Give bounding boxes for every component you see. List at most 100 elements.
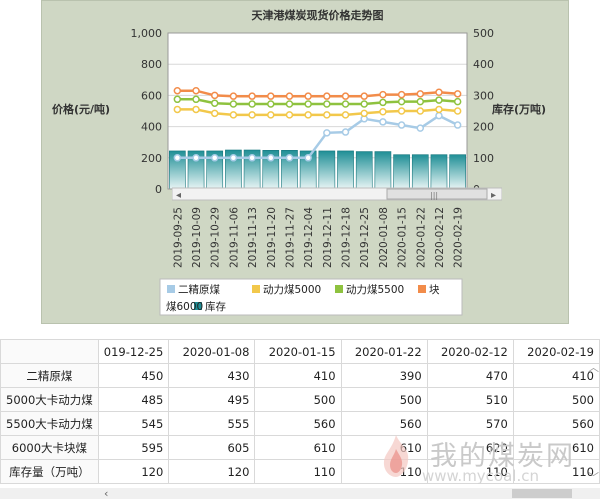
table-cell: 120	[97, 459, 170, 484]
series-point	[229, 100, 238, 108]
chart-title: 天津港煤炭现货价格走势图	[252, 8, 384, 22]
x-tick-label: 2019-12-25	[359, 207, 371, 268]
series-line	[177, 114, 459, 160]
svg-text:◂: ◂	[176, 190, 181, 201]
series-point	[360, 109, 368, 118]
series-point	[453, 107, 462, 115]
series-point	[192, 105, 200, 114]
x-tick-label: 2019-09-25	[172, 207, 184, 268]
series-point	[323, 92, 331, 100]
series-point	[397, 97, 406, 106]
series-point	[360, 92, 368, 100]
series-point	[285, 154, 294, 162]
chart-panel: 02004006008001,0000100200300400500天津港煤炭现…	[41, 0, 569, 324]
series-point	[192, 86, 200, 95]
right-tick-label: 100	[473, 152, 494, 165]
table-cell: 485	[97, 387, 170, 412]
series-point	[192, 95, 200, 104]
scroll-up-icon[interactable]: ︿	[588, 361, 599, 374]
x-tick-label: 2020-02-19	[453, 207, 465, 268]
series-point	[360, 100, 368, 108]
column-header: 019-12-25	[97, 339, 170, 364]
row-label: 6000大卡块煤	[0, 435, 99, 460]
series-point	[323, 111, 331, 119]
table-cell: 620	[426, 435, 514, 460]
series-point	[435, 105, 443, 114]
table-cell: 595	[97, 435, 170, 460]
series-point	[416, 107, 425, 115]
series-point	[453, 90, 462, 98]
scroll-down-icon[interactable]: ﹀	[588, 471, 599, 484]
series-point	[229, 92, 238, 100]
x-tick-label: 2019-11-27	[284, 207, 296, 268]
inventory-bar	[430, 154, 448, 190]
series-point	[267, 111, 275, 119]
right-tick-label: 200	[473, 121, 494, 134]
x-tick-label: 2020-02-12	[434, 207, 446, 268]
series-point	[267, 100, 275, 108]
row-label: 5500大卡动力煤	[0, 411, 99, 436]
table-cell: 390	[340, 363, 428, 388]
left-tick-label: 400	[141, 121, 162, 134]
series-point	[397, 107, 406, 115]
series-point	[248, 100, 256, 108]
left-tick-label: 800	[141, 58, 162, 71]
table-cell: 110	[426, 459, 514, 484]
x-tick-label: 2019-12-04	[303, 207, 315, 268]
legend-label-wrap: 煤6000	[166, 300, 203, 313]
table-cell: 560	[254, 411, 342, 436]
table-row: 库存量（万吨） 120 120 110 110 110 110	[0, 459, 600, 484]
table-cell: 500	[340, 387, 428, 412]
series-line	[177, 108, 458, 117]
chart-horizontal-scrollbar[interactable]: ◂ ▸ |||	[172, 187, 502, 201]
series-point	[248, 92, 256, 100]
table-cell: 510	[426, 387, 514, 412]
column-header: 2020-02-12	[426, 339, 514, 364]
series-point	[173, 86, 182, 95]
scroll-left-icon[interactable]: ‹	[104, 487, 109, 500]
left-tick-label: 200	[141, 152, 162, 165]
table-cell: 610	[512, 435, 600, 460]
series-point	[435, 96, 443, 104]
table-cell: 110	[254, 459, 342, 484]
x-tick-label: 2019-12-18	[341, 207, 353, 268]
legend	[159, 278, 463, 316]
inventory-bar	[355, 151, 373, 190]
table-horizontal-scrollbar[interactable]: ‹	[0, 487, 600, 500]
series-point	[341, 92, 350, 100]
table-cell: 560	[340, 411, 428, 436]
series-point	[435, 88, 443, 97]
series-point	[397, 121, 406, 129]
x-tick-label: 2019-11-06	[228, 207, 240, 268]
series-point	[285, 100, 294, 108]
series-line	[177, 89, 458, 98]
series-point	[173, 105, 182, 114]
right-tick-label: 300	[473, 89, 494, 102]
left-tick-label: 0	[155, 183, 162, 196]
series-point	[416, 90, 425, 98]
table-cell: 120	[168, 459, 256, 484]
series-point	[323, 100, 331, 108]
table-cell: 450	[97, 363, 170, 388]
series-point	[229, 111, 238, 119]
right-tick-label: 500	[473, 27, 494, 40]
x-tick-label: 2019-10-09	[191, 207, 203, 268]
legend-swatch	[418, 285, 426, 293]
series-point	[379, 108, 387, 116]
x-tick-label: 2020-01-08	[378, 207, 390, 268]
series-point	[416, 124, 425, 132]
legend-swatch	[252, 285, 260, 293]
legend-label: 动力煤5000	[263, 283, 321, 296]
left-axis-label: 价格(元/吨)	[52, 102, 110, 116]
table-cell: 610	[340, 435, 428, 460]
series-line	[177, 98, 458, 106]
legend-swatch	[167, 285, 175, 293]
price-trend-chart: 02004006008001,0000100200300400500天津港煤炭现…	[52, 8, 546, 316]
series-point	[210, 154, 219, 162]
table-cell: 545	[97, 411, 170, 436]
legend-label: 动力煤5500	[346, 283, 404, 296]
series-point	[379, 98, 387, 107]
scrollbar-thumb[interactable]	[512, 489, 572, 498]
table-vertical-scrollbar[interactable]: ︿ ﹀	[586, 339, 600, 489]
inventory-bar	[449, 154, 466, 190]
